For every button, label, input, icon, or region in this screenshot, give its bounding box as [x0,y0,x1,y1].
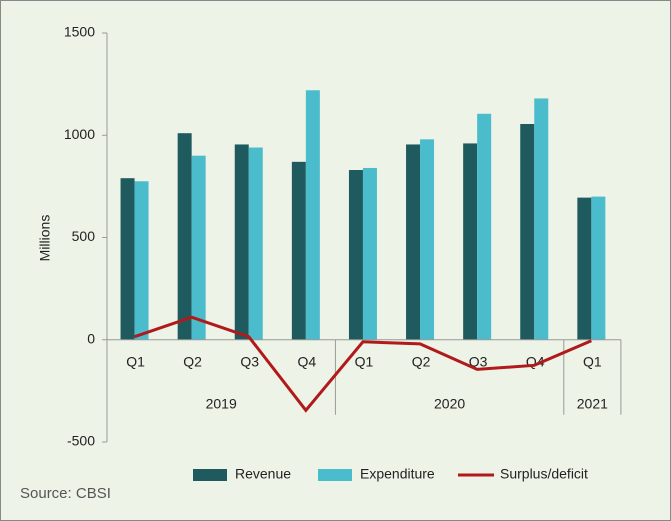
legend-swatch [318,469,352,481]
y-tick-label: -500 [67,433,95,449]
x-tick-label: Q2 [183,353,202,369]
legend-swatch [193,469,227,481]
bar [362,167,377,340]
bar [577,197,592,340]
legend-label: Revenue [235,466,291,482]
bar [520,124,535,340]
group-label: 2019 [206,395,237,411]
y-tick-label: 0 [87,330,95,346]
y-tick-label: 1500 [64,24,95,40]
bar [248,147,263,340]
bar [348,170,363,340]
y-tick-label: 1000 [64,126,95,142]
x-tick-label: Q1 [126,353,145,369]
y-axis-label: Millions [37,215,53,262]
bar [234,144,249,340]
x-tick-label: Q4 [298,353,317,369]
bar [477,113,492,340]
legend-label: Expenditure [360,466,435,482]
bar [420,139,435,340]
bar [534,98,549,340]
x-tick-label: Q1 [583,353,602,369]
legend-label: Surplus/deficit [500,466,588,482]
line [134,315,592,413]
bar [591,196,606,340]
bar [120,178,135,340]
bar [177,133,192,340]
x-tick-label: Q2 [412,353,431,369]
x-tick-label: Q3 [240,353,259,369]
bar [291,161,306,340]
bar [191,155,206,340]
bar [463,143,478,340]
bar [134,181,149,340]
source: Source: CBSI [20,485,111,502]
x-tick-label: Q3 [469,353,488,369]
group-label: 2021 [577,395,608,411]
bar [406,144,421,340]
bar [305,90,320,340]
y-tick-label: 500 [72,228,96,244]
x-tick-label: Q1 [355,353,374,369]
group-label: 2020 [434,395,465,411]
